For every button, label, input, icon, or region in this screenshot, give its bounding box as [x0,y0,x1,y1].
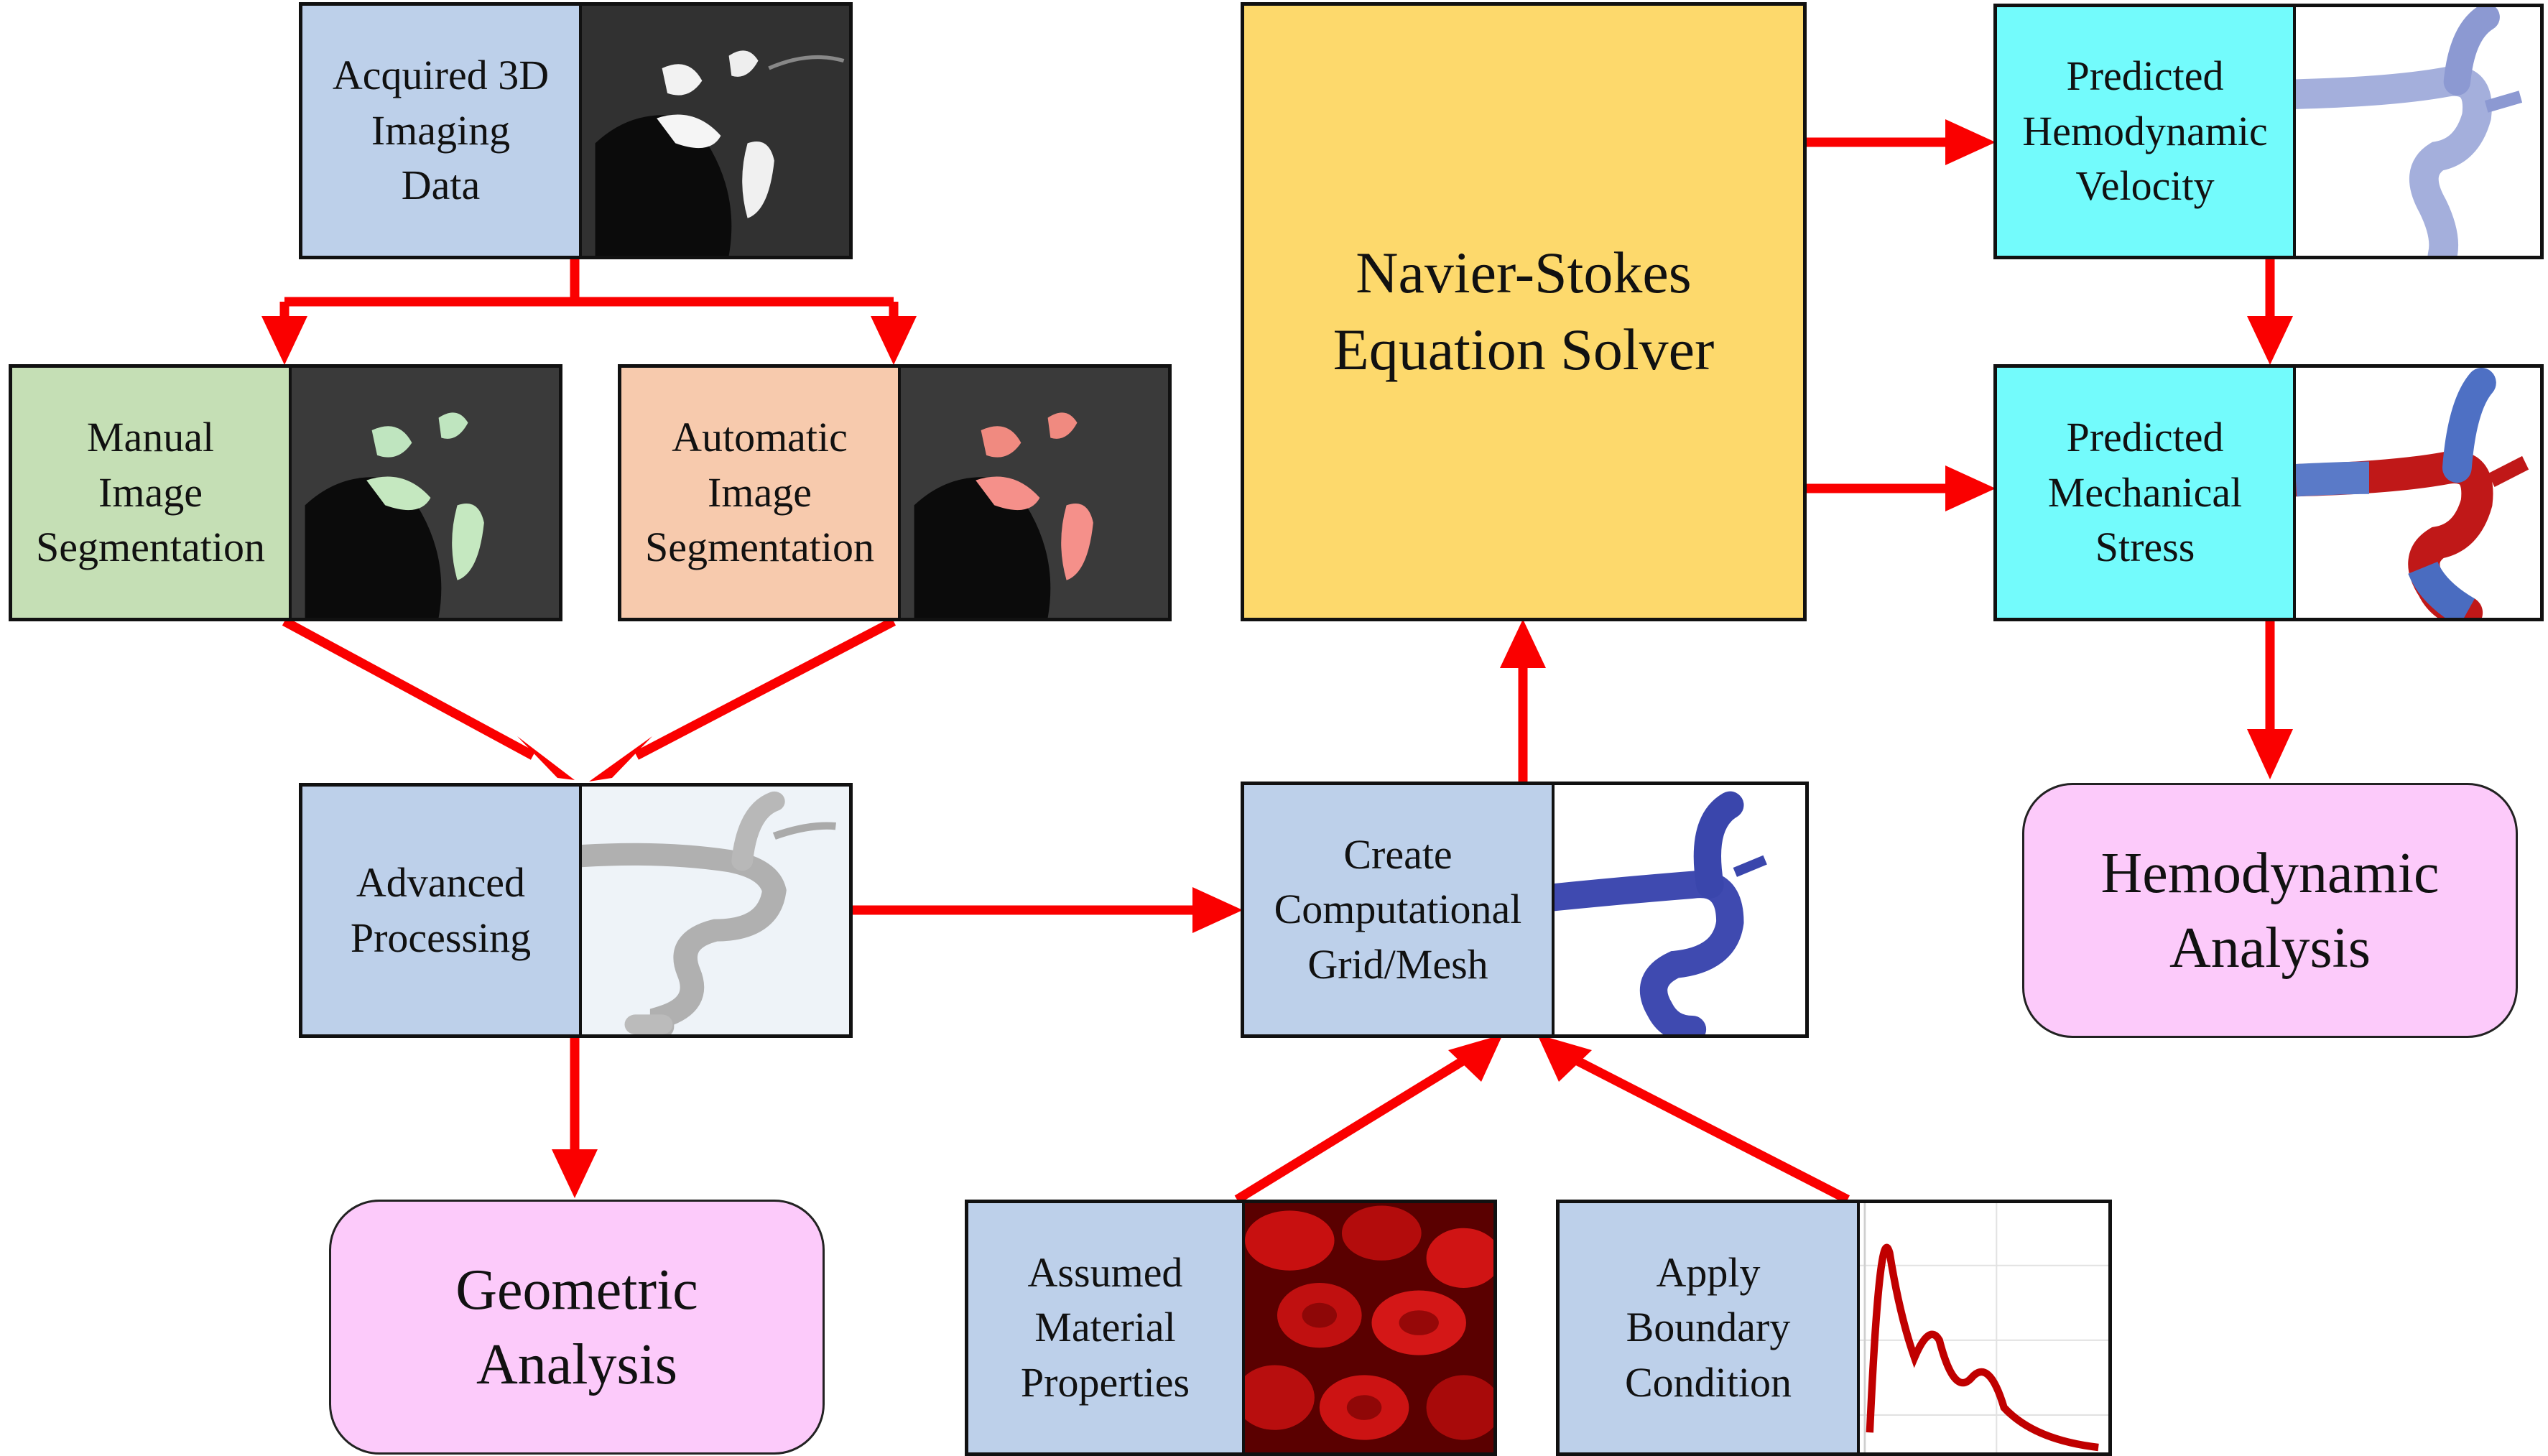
node-automatic: Automatic Image Segmentation [618,364,1172,621]
node-advanced-label: Advanced Processing [302,787,579,1034]
node-manual-label: Manual Image Segmentation [12,368,289,618]
mri-slice-red-overlay-icon [898,368,1168,618]
arrow-acquired-to-segmentations [279,259,899,323]
vessel-mesh-model-icon [1552,785,1805,1034]
node-hemodynamic: Hemodynamic Analysis [2022,783,2518,1038]
flow-waveform-plot-icon [1857,1203,2108,1452]
arrowhead [2247,316,2293,365]
node-geometric: Geometric Analysis [329,1200,825,1455]
node-stress-label: Predicted Mechanical Stress [1997,368,2293,618]
arrowhead [1945,465,1996,511]
node-mesh: Create Computational Grid/Mesh [1241,782,1809,1038]
node-material: Assumed Material Properties [965,1200,1497,1456]
node-material-label: Assumed Material Properties [968,1203,1242,1452]
node-manual: Manual Image Segmentation [9,364,562,621]
arrowhead [871,316,917,365]
arrowhead [1500,619,1546,668]
node-solver: Navier-Stokes Equation Solver [1241,2,1807,621]
node-automatic-label: Automatic Image Segmentation [621,368,898,618]
arrowhead [517,736,575,780]
arrowhead [552,1149,598,1198]
arrowhead [2247,729,2293,779]
arrow-boundary-to-mesh [1574,1056,1850,1204]
node-advanced: Advanced Processing [299,783,853,1038]
arrowhead [261,316,307,365]
red-blood-cells-icon [1242,1203,1493,1452]
node-velocity: Predicted Hemodynamic Velocity [1993,4,2544,259]
mri-slice-icon [579,6,849,256]
stress-render-icon [2293,368,2540,618]
arrowheads [261,119,2293,1198]
arrow-automatic-to-advanced [634,617,897,760]
arrowhead [1945,119,1996,165]
node-mesh-label: Create Computational Grid/Mesh [1244,785,1552,1034]
node-boundary: Apply Boundary Condition [1556,1200,2112,1456]
arrow-manual-to-advanced [282,617,536,760]
node-acquired: Acquired 3D Imaging Data [299,2,853,259]
arrowhead [1192,887,1243,933]
node-acquired-label: Acquired 3D Imaging Data [302,6,579,256]
node-velocity-label: Predicted Hemodynamic Velocity [1997,7,2293,256]
mri-slice-green-overlay-icon [289,368,559,618]
node-stress: Predicted Mechanical Stress [1993,364,2544,621]
arrowhead [1537,1034,1592,1082]
arrow-material-to-mesh [1234,1056,1467,1204]
vessel-surface-model-icon [579,787,849,1034]
arrowhead [1448,1034,1503,1082]
velocity-render-icon [2293,7,2540,256]
node-boundary-label: Apply Boundary Condition [1560,1203,1857,1452]
arrowhead [589,736,652,782]
